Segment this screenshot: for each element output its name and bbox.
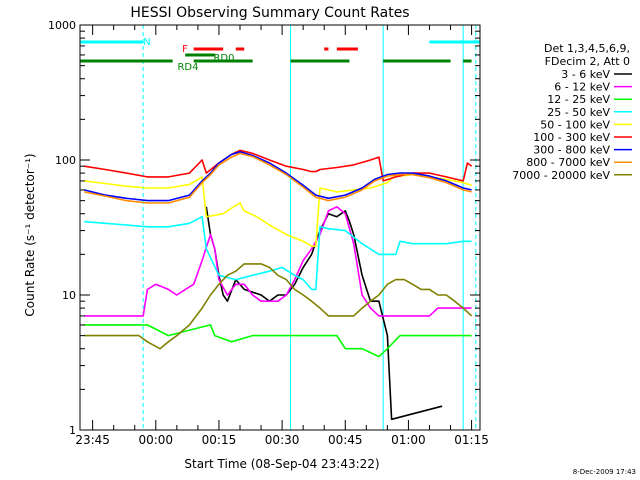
series-line-8	[84, 263, 473, 350]
legend-label-3: 25 - 50 keV	[547, 106, 610, 119]
status-bar-label-rd0: RD0	[213, 53, 234, 64]
series-line-5	[84, 149, 473, 182]
legend-label-5: 100 - 300 keV	[533, 131, 610, 144]
x-tick-label-2: 00:15	[202, 433, 237, 447]
legend-label-7: 800 - 7000 keV	[526, 156, 610, 169]
plot-area	[142, 25, 477, 430]
series-line-4	[84, 173, 472, 247]
x-tick-label-4: 00:45	[328, 433, 363, 447]
legend-label-4: 50 - 100 keV	[540, 118, 610, 131]
series-line-6	[84, 151, 472, 202]
y-axis-label: Count Rate (s⁻¹ detector⁻¹)	[23, 153, 37, 316]
y-tick-label-1: 10	[62, 289, 76, 302]
series-layer	[84, 149, 473, 421]
legend-label-2: 12 - 25 keV	[547, 93, 610, 106]
status-bar-label-n: N	[143, 37, 150, 48]
legend-label-8: 7000 - 20000 keV	[512, 169, 610, 182]
plot-frame	[79, 24, 481, 431]
y-tick-label-3: 1000	[48, 19, 76, 32]
status-bar-label-f: F	[182, 44, 188, 55]
legend-label-1: 6 - 12 keV	[554, 81, 610, 94]
x-tick-label-3: 00:30	[265, 433, 300, 447]
x-tick-label-6: 01:15	[454, 433, 489, 447]
legend-header-line-2: FDecim 2, Att 0	[545, 55, 630, 68]
y-tick-label-0: 1	[69, 424, 76, 437]
x-tick-label-0: 23:45	[75, 433, 110, 447]
status-bars: N F RD0 RD4	[80, 37, 480, 73]
chart-title: HESSI Observing Summary Count Rates	[130, 5, 409, 21]
y-tick-label-2: 100	[55, 154, 76, 167]
axes: 1 10 100 1000 23:45 00:00 00:15 00:30 00:45 01:00…	[48, 19, 489, 447]
series-line-2	[84, 324, 472, 358]
series-line-1	[84, 206, 472, 317]
series-line-7	[84, 152, 472, 204]
series-line-0	[205, 206, 443, 421]
x-tick-label-5: 01:00	[391, 433, 426, 447]
legend-header-line-1: Det 1,3,4,5,6,9,	[544, 42, 630, 55]
legend-label-6: 300 - 800 keV	[533, 144, 610, 157]
legend: Det 1,3,4,5,6,9, FDecim 2, Att 0 3 - 6 k…	[512, 42, 632, 182]
x-axis-label: Start Time (08-Sep-04 23:43:22)	[184, 457, 379, 471]
series-line-3	[84, 215, 472, 291]
x-tick-label-1: 00:00	[138, 433, 173, 447]
status-bar-label-rd4: RD4	[177, 62, 198, 73]
legend-label-0: 3 - 6 keV	[561, 68, 610, 81]
footer-date: 8-Dec-2009 17:43	[573, 468, 636, 476]
